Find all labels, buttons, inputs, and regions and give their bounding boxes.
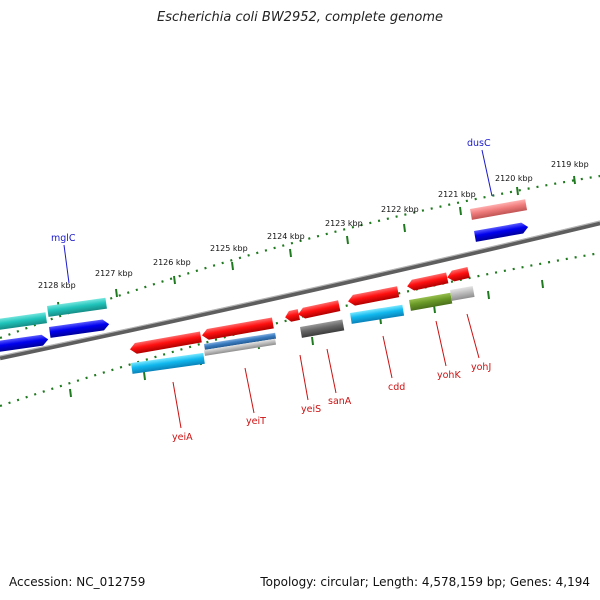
gene-label-cdd[interactable]: cdd bbox=[388, 382, 405, 393]
tick-label-2126: 2126 kbp bbox=[153, 258, 191, 267]
genome-backbone bbox=[0, 220, 600, 361]
genome-backbone-highlight bbox=[0, 220, 600, 357]
yeiA-cds-arrow[interactable] bbox=[129, 331, 202, 354]
mglC-feature[interactable] bbox=[47, 297, 107, 317]
forward-gene-labels: dusC mglC bbox=[51, 138, 491, 244]
map-title: Escherichia coli BW2952, complete genome bbox=[157, 10, 443, 25]
yeiS-cds-arrow[interactable] bbox=[284, 309, 300, 323]
reverse-label-leaders bbox=[172, 313, 480, 429]
inner-major-ticks bbox=[69, 279, 544, 398]
yohK-feature[interactable] bbox=[409, 292, 453, 311]
gene-label-yohK[interactable]: yohK bbox=[437, 370, 461, 381]
gene-label-mglC[interactable]: mglC bbox=[51, 233, 76, 244]
gene-label-sanA[interactable]: sanA bbox=[328, 396, 352, 407]
gene-label-yeiA[interactable]: yeiA bbox=[172, 432, 193, 443]
dusC-cds-arrow[interactable] bbox=[474, 222, 529, 242]
gene-label-yeiS[interactable]: yeiS bbox=[301, 404, 321, 415]
yeiT-feature-gray[interactable] bbox=[204, 338, 277, 356]
outer-major-ticks bbox=[57, 175, 576, 311]
dusC-feature[interactable] bbox=[470, 199, 528, 220]
mglC-cds-arrow[interactable] bbox=[49, 319, 110, 338]
tick-label-2120: 2120 kbp bbox=[495, 174, 533, 183]
outer-scale-track bbox=[0, 174, 600, 340]
yohK-cds-arrow[interactable] bbox=[406, 272, 449, 291]
yeiT-feature-steel[interactable] bbox=[204, 332, 277, 350]
gene-label-yeiT[interactable]: yeiT bbox=[246, 416, 266, 427]
gene-label-dusC[interactable]: dusC bbox=[467, 138, 491, 149]
left-teal-feature[interactable] bbox=[0, 312, 47, 331]
tick-label-2124: 2124 kbp bbox=[267, 232, 305, 241]
yohJ-feature[interactable] bbox=[450, 286, 475, 301]
tick-labels: 2119 kbp 2120 kbp 2121 kbp 2122 kbp 2123… bbox=[38, 160, 589, 290]
tick-label-2122: 2122 kbp bbox=[381, 205, 419, 214]
gene-label-yohJ[interactable]: yohJ bbox=[471, 362, 491, 373]
yeiT-cds-arrow[interactable] bbox=[201, 317, 274, 340]
tick-label-2123: 2123 kbp bbox=[325, 219, 363, 228]
tick-label-2125: 2125 kbp bbox=[210, 244, 248, 253]
reverse-strand-genes bbox=[129, 267, 475, 374]
tick-label-2128: 2128 kbp bbox=[38, 281, 76, 290]
cdd-feature[interactable] bbox=[350, 304, 405, 324]
reverse-gene-labels: yeiA yeiT yeiS sanA cdd yohK yohJ bbox=[172, 362, 491, 443]
tick-label-2127: 2127 kbp bbox=[95, 269, 133, 278]
forward-label-leaders bbox=[63, 149, 493, 284]
yeiA-feature[interactable] bbox=[131, 352, 205, 374]
accession-text: Accession: NC_012759 bbox=[9, 575, 146, 589]
cdd-cds-arrow[interactable] bbox=[347, 286, 400, 307]
tick-label-2119: 2119 kbp bbox=[551, 160, 589, 169]
sanA-cds-arrow[interactable] bbox=[297, 300, 341, 319]
genome-summary-text: Topology: circular; Length: 4,578,159 bp… bbox=[260, 575, 590, 589]
sanA-feature[interactable] bbox=[300, 319, 345, 338]
yohJ-cds-arrow[interactable] bbox=[446, 267, 470, 283]
forward-strand-genes bbox=[0, 199, 529, 353]
tick-label-2121: 2121 kbp bbox=[438, 190, 476, 199]
left-blue-cds-arrow[interactable] bbox=[0, 334, 49, 353]
